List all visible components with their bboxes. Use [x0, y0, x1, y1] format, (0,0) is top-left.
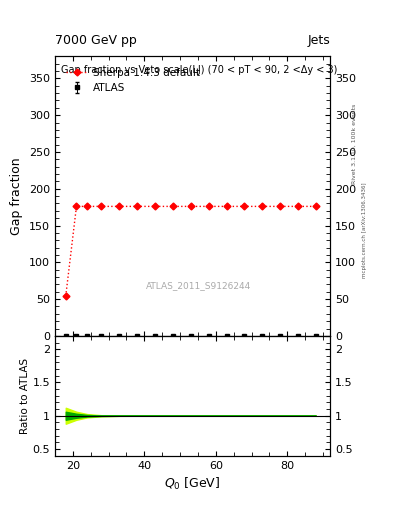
Sherpa 1.4.3 default	[99, 203, 104, 209]
Sherpa 1.4.3 default	[224, 203, 229, 209]
Sherpa 1.4.3 default	[314, 203, 318, 209]
Sherpa 1.4.3 default	[206, 203, 211, 209]
Sherpa 1.4.3 default	[260, 203, 264, 209]
Text: mcplots.cern.ch [arXiv:1306.3436]: mcplots.cern.ch [arXiv:1306.3436]	[362, 183, 367, 278]
Sherpa 1.4.3 default	[135, 203, 140, 209]
Text: Rivet 3.1.10, 100k events: Rivet 3.1.10, 100k events	[352, 103, 357, 183]
Sherpa 1.4.3 default	[74, 203, 79, 209]
Sherpa 1.4.3 default	[85, 203, 90, 209]
Y-axis label: Ratio to ATLAS: Ratio to ATLAS	[20, 358, 30, 434]
Sherpa 1.4.3 default	[153, 203, 158, 209]
Sherpa 1.4.3 default	[117, 203, 122, 209]
Sherpa 1.4.3 default	[242, 203, 247, 209]
Line: Sherpa 1.4.3 default: Sherpa 1.4.3 default	[63, 204, 318, 298]
Sherpa 1.4.3 default	[63, 293, 68, 299]
Sherpa 1.4.3 default	[278, 203, 283, 209]
Text: ATLAS_2011_S9126244: ATLAS_2011_S9126244	[145, 281, 251, 290]
Text: Gap fraction vs Veto scale(LJ) (70 < pT < 90, 2 <Δy < 3): Gap fraction vs Veto scale(LJ) (70 < pT …	[61, 65, 337, 75]
X-axis label: $Q_0$ [GeV]: $Q_0$ [GeV]	[164, 476, 221, 492]
Sherpa 1.4.3 default	[296, 203, 300, 209]
Y-axis label: Gap fraction: Gap fraction	[11, 157, 24, 235]
Sherpa 1.4.3 default	[171, 203, 175, 209]
Legend: Sherpa 1.4.3 default, ATLAS: Sherpa 1.4.3 default, ATLAS	[63, 65, 203, 96]
Text: Jets: Jets	[307, 33, 330, 47]
Sherpa 1.4.3 default	[188, 203, 193, 209]
Text: 7000 GeV pp: 7000 GeV pp	[55, 33, 137, 47]
